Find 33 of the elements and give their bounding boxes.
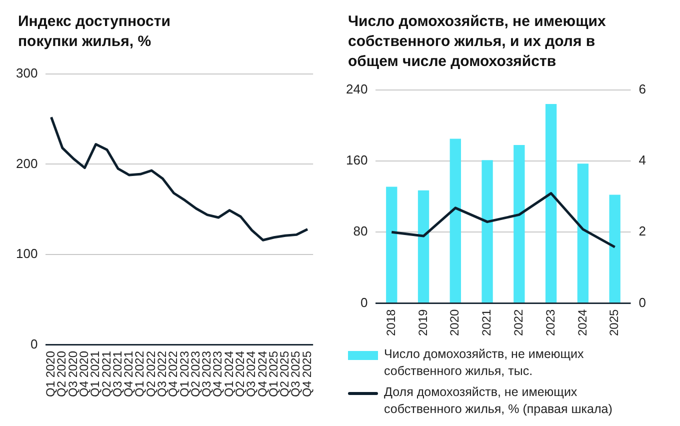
bar — [514, 144, 525, 303]
y-tick-label: 80 — [353, 224, 368, 239]
legend-label: Число домохозяйств, не имеющих собственного жилья, тыс. — [384, 346, 585, 380]
x-tick-label: 2021 — [480, 308, 494, 336]
bar — [545, 104, 557, 303]
x-tick-label: 2024 — [575, 308, 590, 336]
bar — [386, 186, 398, 303]
bar — [450, 138, 461, 303]
legend-label: Доля домохозяйств, не имеющих собственного жилья, % (правая шкала) — [384, 384, 614, 418]
y-tick-label: 300 — [16, 65, 38, 80]
bar — [577, 164, 589, 303]
bar — [482, 160, 493, 303]
y-tick-label: 0 — [360, 294, 368, 310]
x-tick-label: 2018 — [384, 308, 398, 336]
x-tick-label: 2023 — [543, 308, 558, 336]
chart-title: Индекс доступности покупки жилья, % — [18, 12, 172, 52]
x-tick-label: 2022 — [511, 308, 526, 336]
y2-tick-label: 6 — [638, 81, 646, 96]
y-tick-label: 200 — [16, 156, 38, 171]
y2-tick-label: 4 — [638, 152, 646, 168]
y-tick-label: 100 — [16, 246, 38, 262]
x-tick-label: Q1 2020 — [44, 350, 58, 398]
bar — [418, 190, 430, 303]
y-tick-label: 240 — [346, 81, 368, 96]
y2-tick-label: 2 — [638, 224, 646, 239]
x-tick-label: 2019 — [416, 308, 430, 336]
y2-tick-label: 0 — [638, 294, 646, 310]
bar — [609, 194, 620, 303]
chart-title: Число домохозяйств, не имеющих собственного жилья, и их доля в общем числе домохозяйств — [348, 12, 607, 70]
y-tick-label: 0 — [30, 336, 38, 352]
x-tick-label: 2020 — [448, 308, 462, 336]
x-tick-label: 2025 — [607, 308, 622, 336]
y-tick-label: 160 — [346, 152, 368, 168]
